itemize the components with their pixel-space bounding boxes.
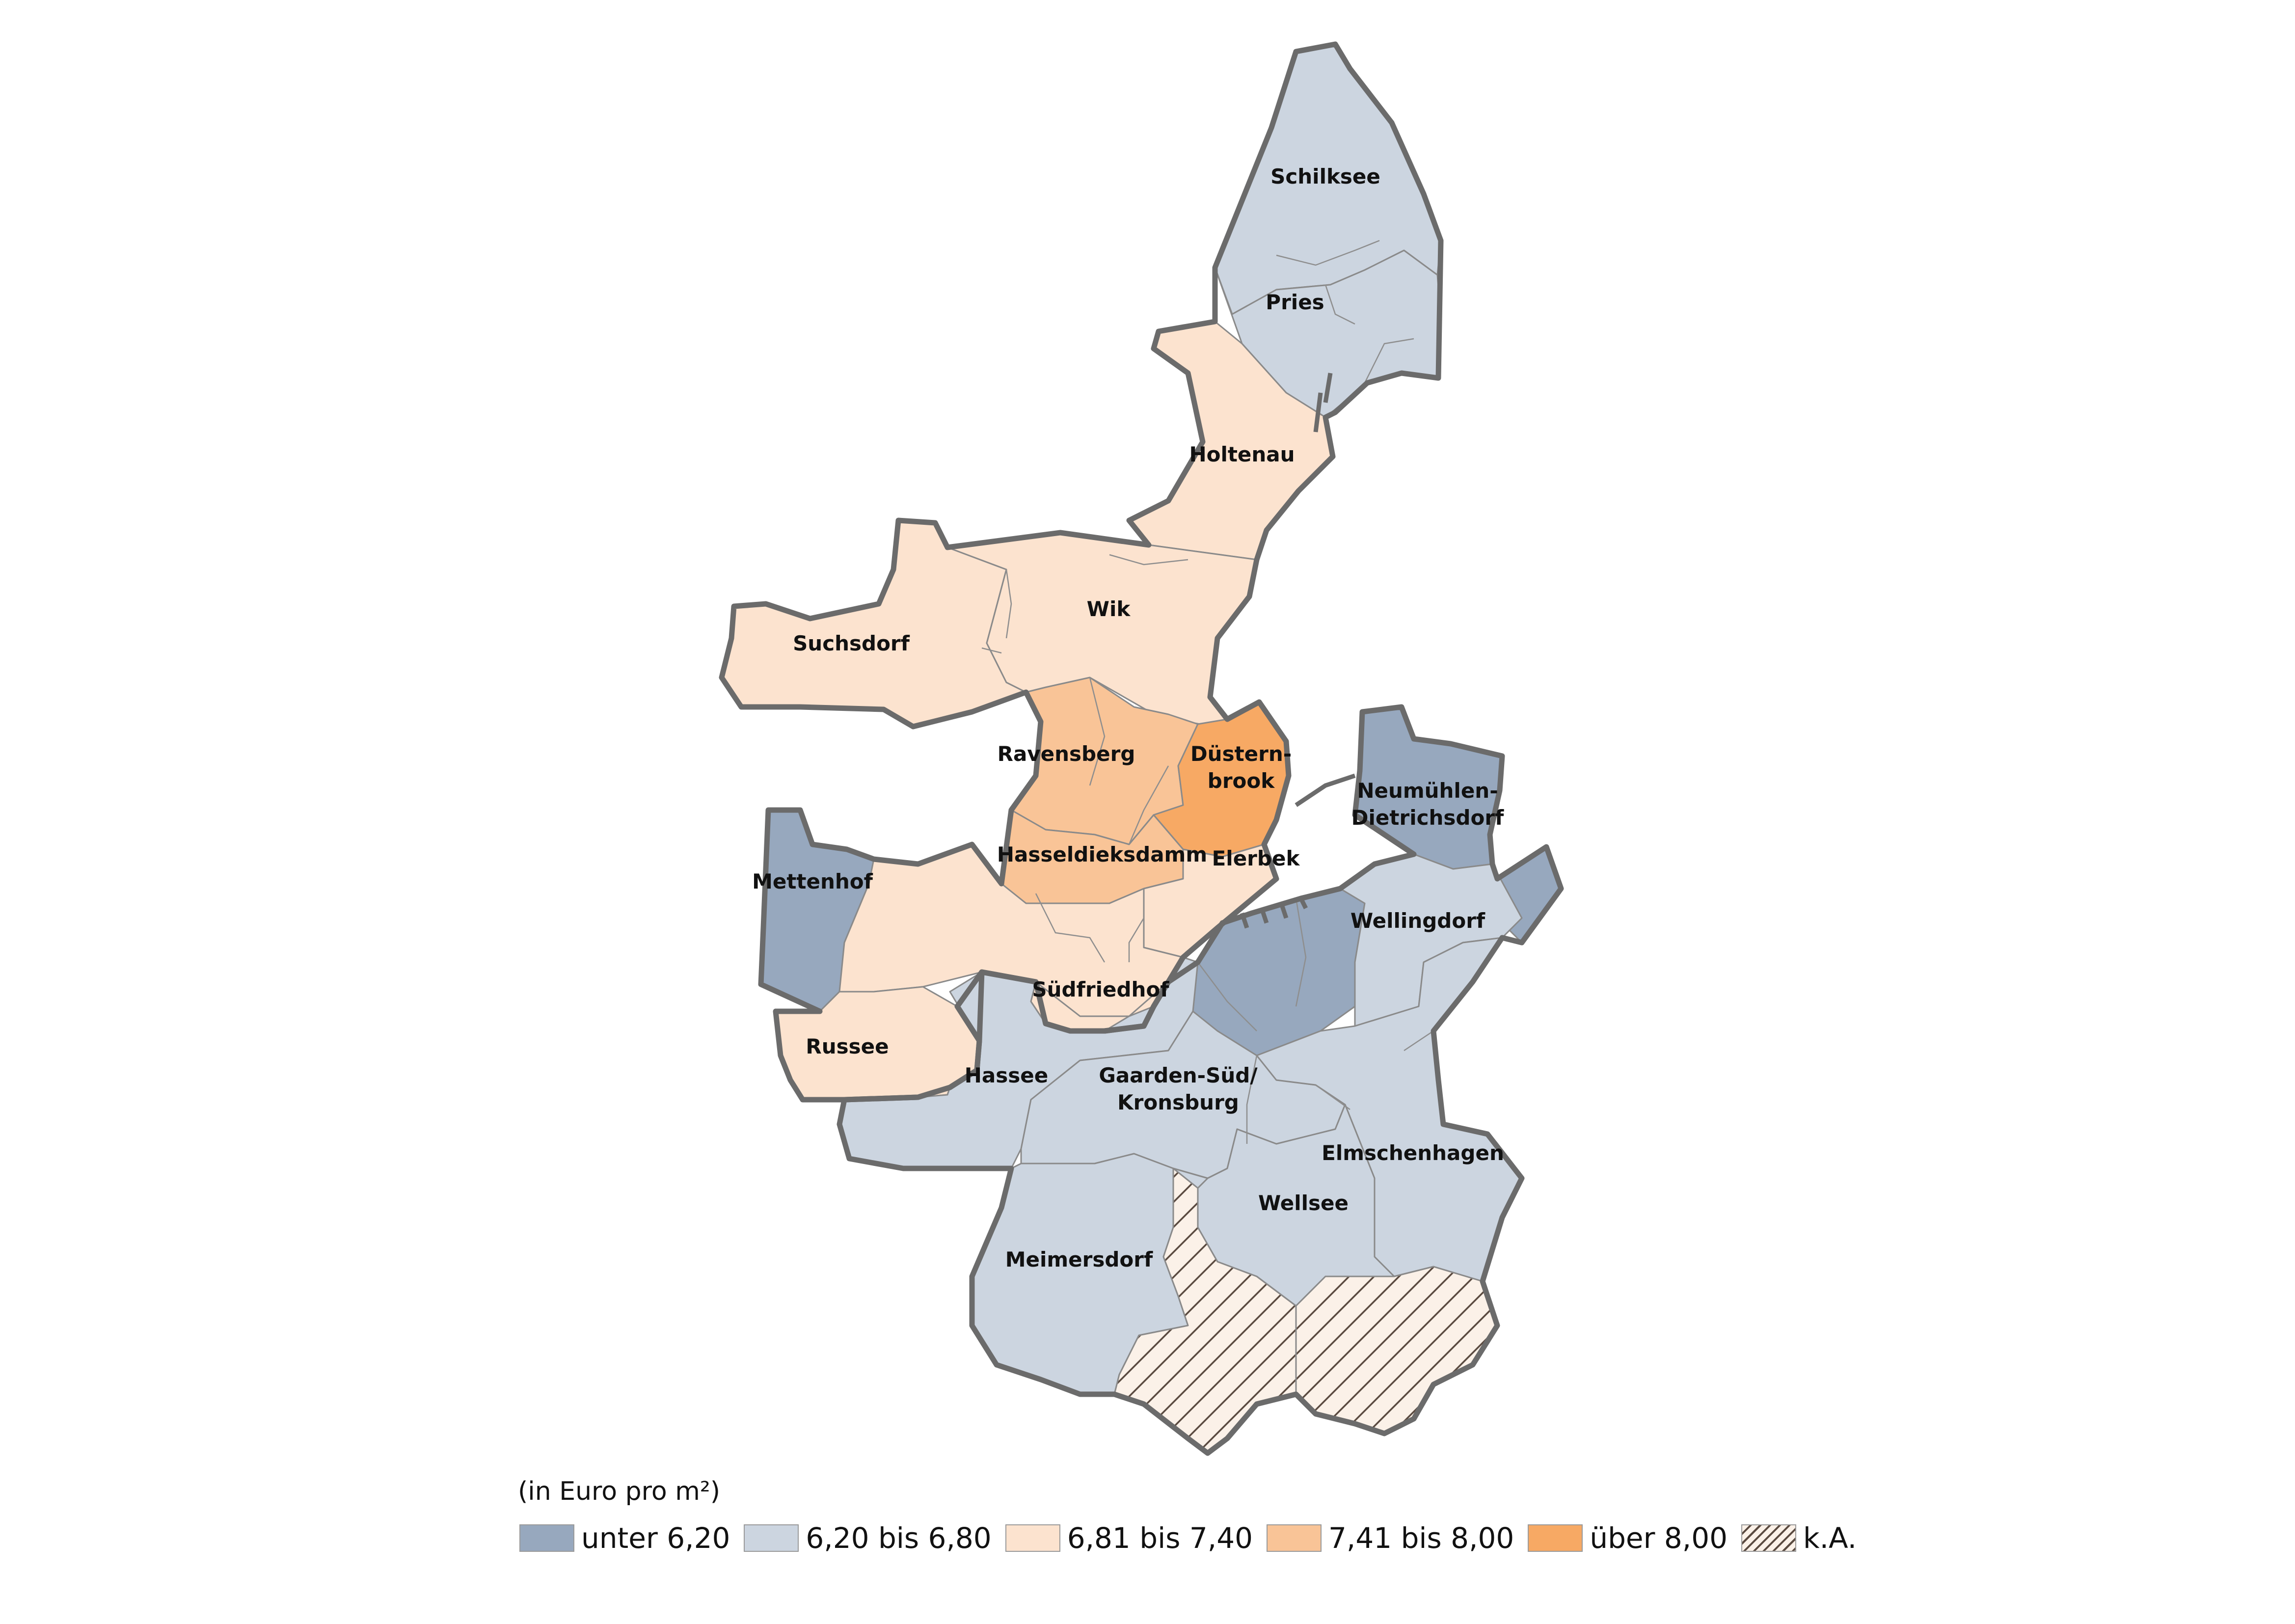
legend: unter 6,20 6,20 bis 6,80 6,81 bis 7,40 7… xyxy=(519,1521,1870,1555)
label-neumuehlen-1: Neumühlen- xyxy=(1357,779,1498,803)
legend-item-6-81-bis-7-40: 6,81 bis 7,40 xyxy=(1005,1521,1253,1555)
label-pries: Pries xyxy=(1266,290,1324,314)
label-meimersdorf: Meimersdorf xyxy=(1005,1247,1153,1272)
legend-label: über 8,00 xyxy=(1590,1521,1728,1555)
legend-item-unter-6-20: unter 6,20 xyxy=(519,1521,730,1555)
label-elerbek: Elerbek xyxy=(1212,846,1300,870)
label-hasseldieksdamm: Hasseldieksdamm xyxy=(997,842,1207,866)
label-wik: Wik xyxy=(1087,597,1131,621)
pier-lines xyxy=(1240,373,1356,929)
legend-swatch-hatch xyxy=(1741,1524,1796,1552)
legend-swatch xyxy=(1005,1524,1060,1552)
label-duesternbrook-2: brook xyxy=(1208,769,1275,793)
city-outline xyxy=(719,41,1444,1103)
label-suedfriedhof: Südfriedhof xyxy=(1032,977,1169,1001)
label-schilksee: Schilksee xyxy=(1270,164,1380,189)
label-hassee: Hassee xyxy=(965,1063,1048,1087)
label-gaarden-1: Gaarden-Süd/ xyxy=(1099,1063,1258,1087)
district-roenne[interactable] xyxy=(1295,1266,1498,1435)
legend-label: 6,20 bis 6,80 xyxy=(806,1521,992,1555)
label-duesternbrook-1: Düstern- xyxy=(1190,742,1292,766)
inner-boundaries xyxy=(981,240,1434,1208)
legend-label: 6,81 bis 7,40 xyxy=(1067,1521,1253,1555)
label-wellsee: Wellsee xyxy=(1258,1191,1349,1215)
legend-item-6-20-bis-6-80: 6,20 bis 6,80 xyxy=(744,1521,992,1555)
label-wellingdorf: Wellingdorf xyxy=(1350,909,1485,933)
label-elmschenhagen: Elmschenhagen xyxy=(1322,1141,1504,1165)
east-outline xyxy=(837,704,1564,1456)
label-gaarden-2: Kronsburg xyxy=(1117,1090,1239,1114)
label-mettenhof: Mettenhof xyxy=(752,869,873,893)
legend-label: k.A. xyxy=(1803,1521,1857,1555)
legend-item-7-41-bis-8-00: 7,41 bis 8,00 xyxy=(1267,1521,1514,1555)
legend-item-ka: k.A. xyxy=(1741,1521,1857,1555)
label-russee: Russee xyxy=(806,1034,889,1058)
legend-title: (in Euro pro m²) xyxy=(518,1477,720,1506)
legend-label: unter 6,20 xyxy=(581,1521,730,1555)
label-suchsdorf: Suchsdorf xyxy=(793,631,910,655)
legend-swatch xyxy=(1528,1524,1583,1552)
legend-swatch xyxy=(744,1524,799,1552)
legend-label: 7,41 bis 8,00 xyxy=(1328,1521,1514,1555)
label-holtenau: Holtenau xyxy=(1189,442,1295,466)
label-neumuehlen-2: Dietrichsdorf xyxy=(1351,806,1504,830)
label-ravensberg: Ravensberg xyxy=(998,742,1135,766)
legend-item-ueber-8-00: über 8,00 xyxy=(1528,1521,1728,1555)
legend-swatch xyxy=(519,1524,574,1552)
legend-swatch xyxy=(1267,1524,1322,1552)
